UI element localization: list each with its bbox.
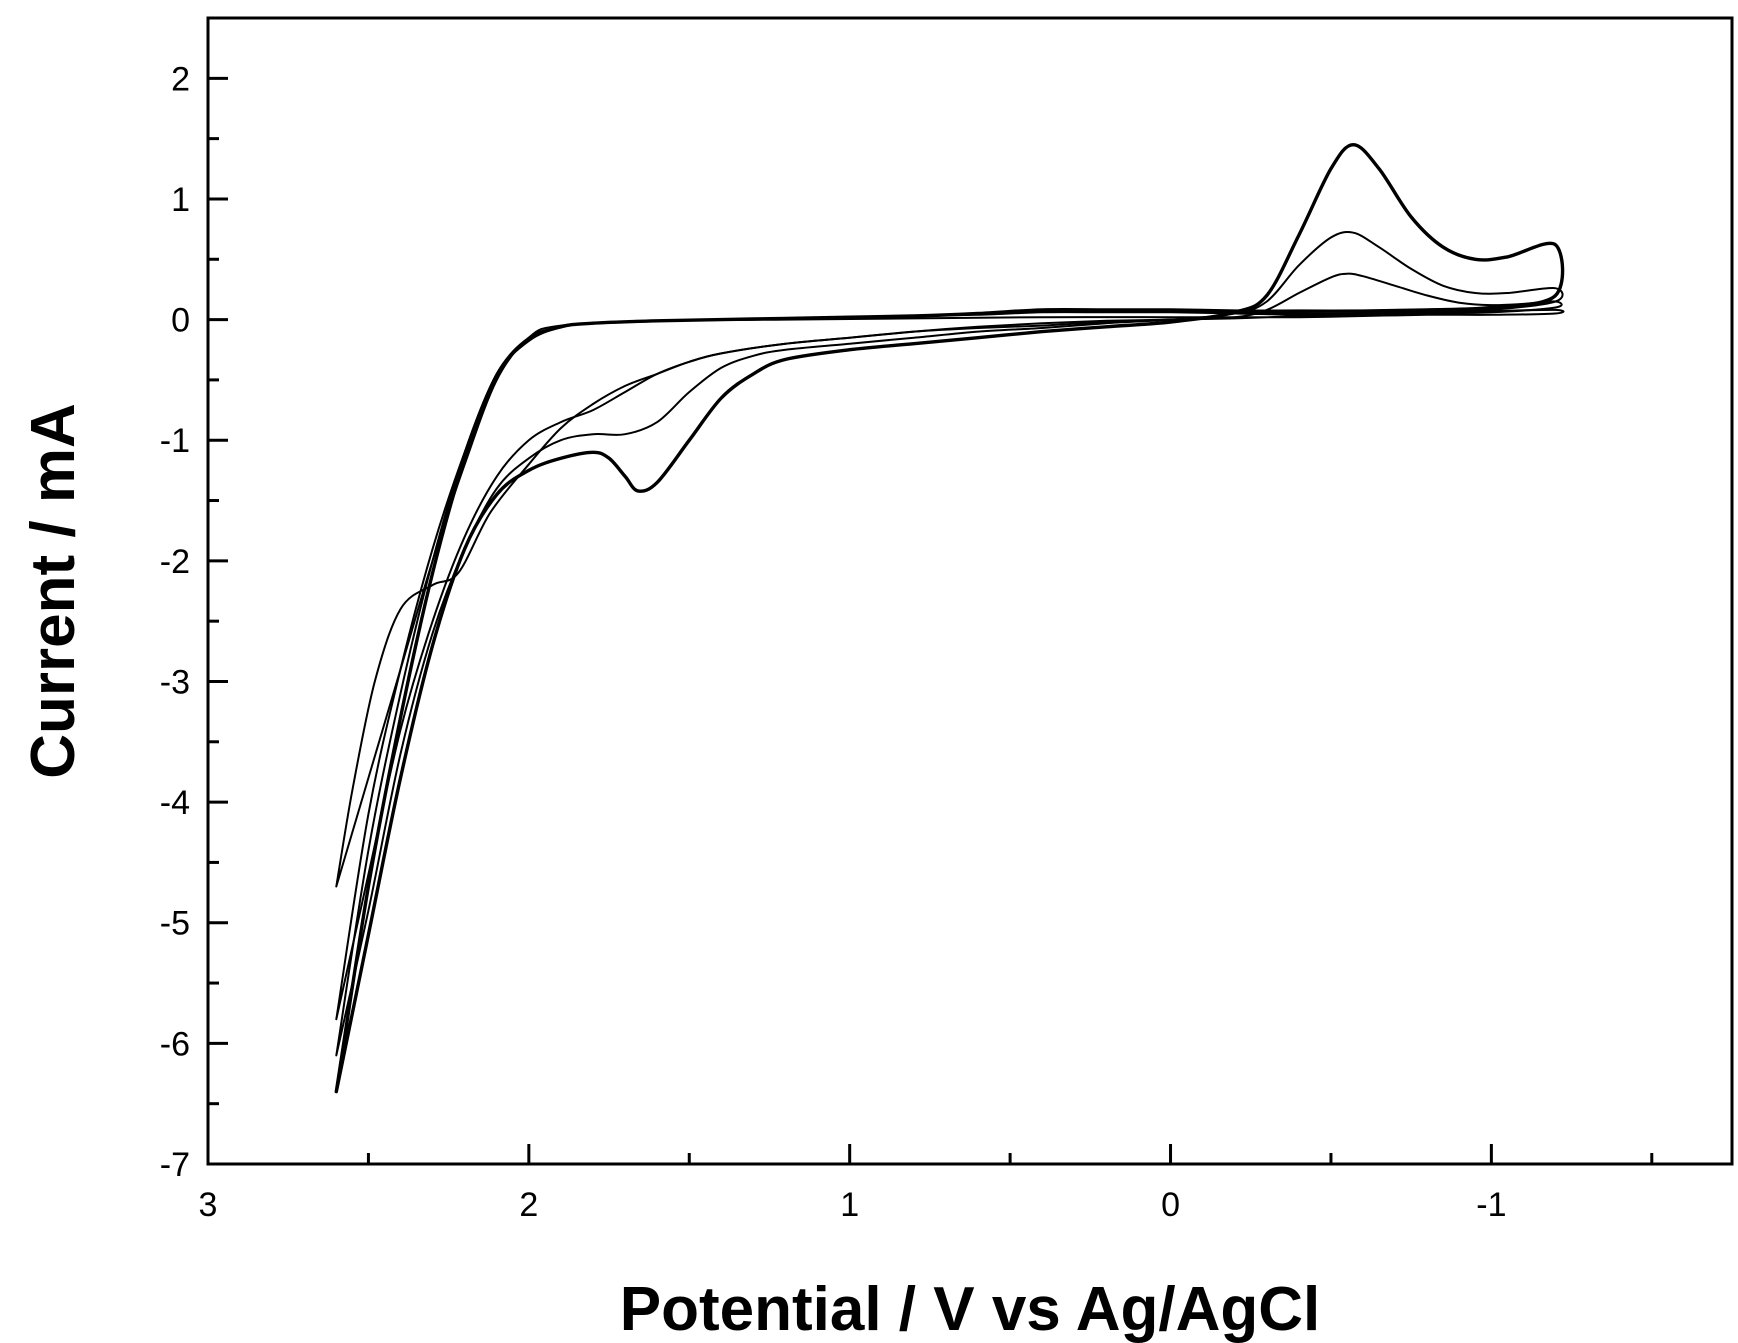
axis-tick-labels: 3 2 1 0 -1 2 1 0 -1 -2 -3 -4 -5 -6 -7 [160, 60, 1507, 1224]
cv-cycle-curve-4 [334, 143, 1565, 1094]
plot-frame [206, 16, 1734, 1166]
cv-cycle-curve-1 [335, 308, 1565, 888]
y-tick-label: 2 [171, 60, 190, 98]
axis-ticks [206, 76, 1654, 1166]
cv-cycle-curve-3 [335, 231, 1564, 1057]
x-tick-label: -1 [1476, 1186, 1506, 1224]
x-tick-label: 2 [519, 1186, 538, 1224]
y-tick-label: -5 [160, 905, 190, 943]
cv-cycle-curve-2 [335, 272, 1563, 1021]
y-axis-title: Current / mA [19, 403, 88, 778]
y-tick-label: -2 [160, 543, 190, 581]
voltammogram-curves [334, 143, 1565, 1094]
y-tick-label: 0 [171, 302, 190, 340]
x-axis-title: Potential / V vs Ag/AgCl [620, 1275, 1320, 1343]
y-tick-label: -1 [160, 422, 190, 460]
x-tick-label: 1 [840, 1186, 859, 1224]
x-tick-label: 3 [199, 1186, 218, 1224]
x-tick-label: 0 [1161, 1186, 1180, 1224]
y-tick-label: -7 [160, 1146, 190, 1184]
y-tick-label: 1 [171, 181, 190, 219]
y-tick-label: -3 [160, 663, 190, 701]
y-tick-label: -6 [160, 1025, 190, 1063]
y-tick-label: -4 [160, 784, 190, 822]
